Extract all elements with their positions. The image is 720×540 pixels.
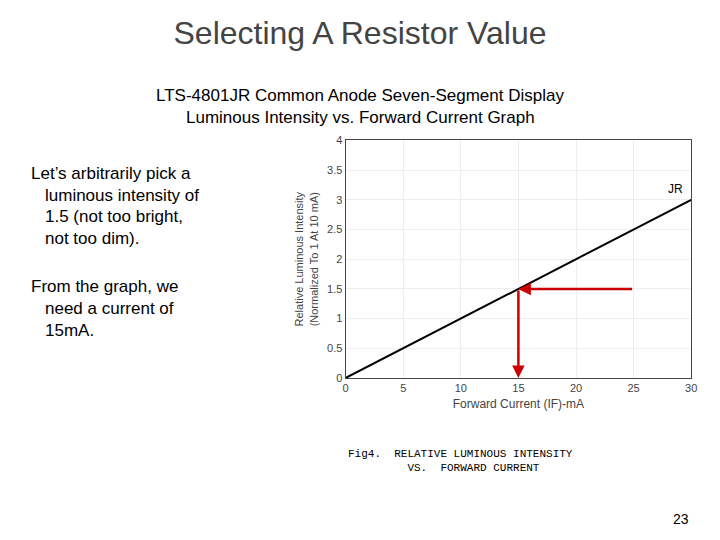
svg-text:0: 0 (343, 382, 349, 394)
svg-text:Let’s arbitrarily pick a: Let’s arbitrarily pick a (31, 164, 191, 183)
svg-text:2.5: 2.5 (327, 223, 342, 235)
svg-text:0: 0 (336, 372, 342, 384)
svg-text:0.5: 0.5 (327, 342, 342, 354)
svg-text:Selecting A Resistor Value: Selecting A Resistor Value (174, 15, 547, 51)
svg-text:30: 30 (685, 382, 697, 394)
svg-text:Relative Luminous Intensity(No: Relative Luminous Intensity(Normalized T… (293, 191, 319, 326)
svg-text:luminous intensity of: luminous intensity of (45, 186, 199, 205)
svg-text:Fig4. RELATIVE LUMINOUS INTEN: Fig4. RELATIVE LUMINOUS INTENSITY VS. FO… (348, 448, 573, 474)
svg-text:15mA.: 15mA. (45, 321, 94, 340)
svg-text:23: 23 (673, 511, 689, 527)
svg-text:2: 2 (336, 253, 342, 265)
svg-text:LTS-4801JR Common Anode Seven-: LTS-4801JR Common Anode Seven-Segment Di… (156, 86, 564, 105)
svg-text:JR: JR (668, 182, 683, 196)
svg-text:25: 25 (627, 382, 639, 394)
svg-text:not too dim).: not too dim). (45, 229, 140, 248)
svg-text:4: 4 (336, 134, 342, 146)
svg-text:From the graph, we: From the graph, we (31, 277, 178, 296)
svg-text:3.5: 3.5 (327, 164, 342, 176)
svg-text:5: 5 (400, 382, 406, 394)
svg-text:Forward Current (IF)-mA: Forward Current (IF)-mA (453, 397, 584, 411)
svg-text:3: 3 (336, 194, 342, 206)
svg-text:15: 15 (512, 382, 524, 394)
svg-text:1.5: 1.5 (327, 283, 342, 295)
svg-text:20: 20 (570, 382, 582, 394)
svg-text:need a current of: need a current of (45, 299, 174, 318)
svg-text:10: 10 (455, 382, 467, 394)
svg-text:1.5 (not too bright,: 1.5 (not too bright, (45, 207, 183, 226)
svg-text:Luminous Intensity vs. Forward: Luminous Intensity vs. Forward Current G… (186, 108, 535, 127)
svg-text:1: 1 (336, 312, 342, 324)
